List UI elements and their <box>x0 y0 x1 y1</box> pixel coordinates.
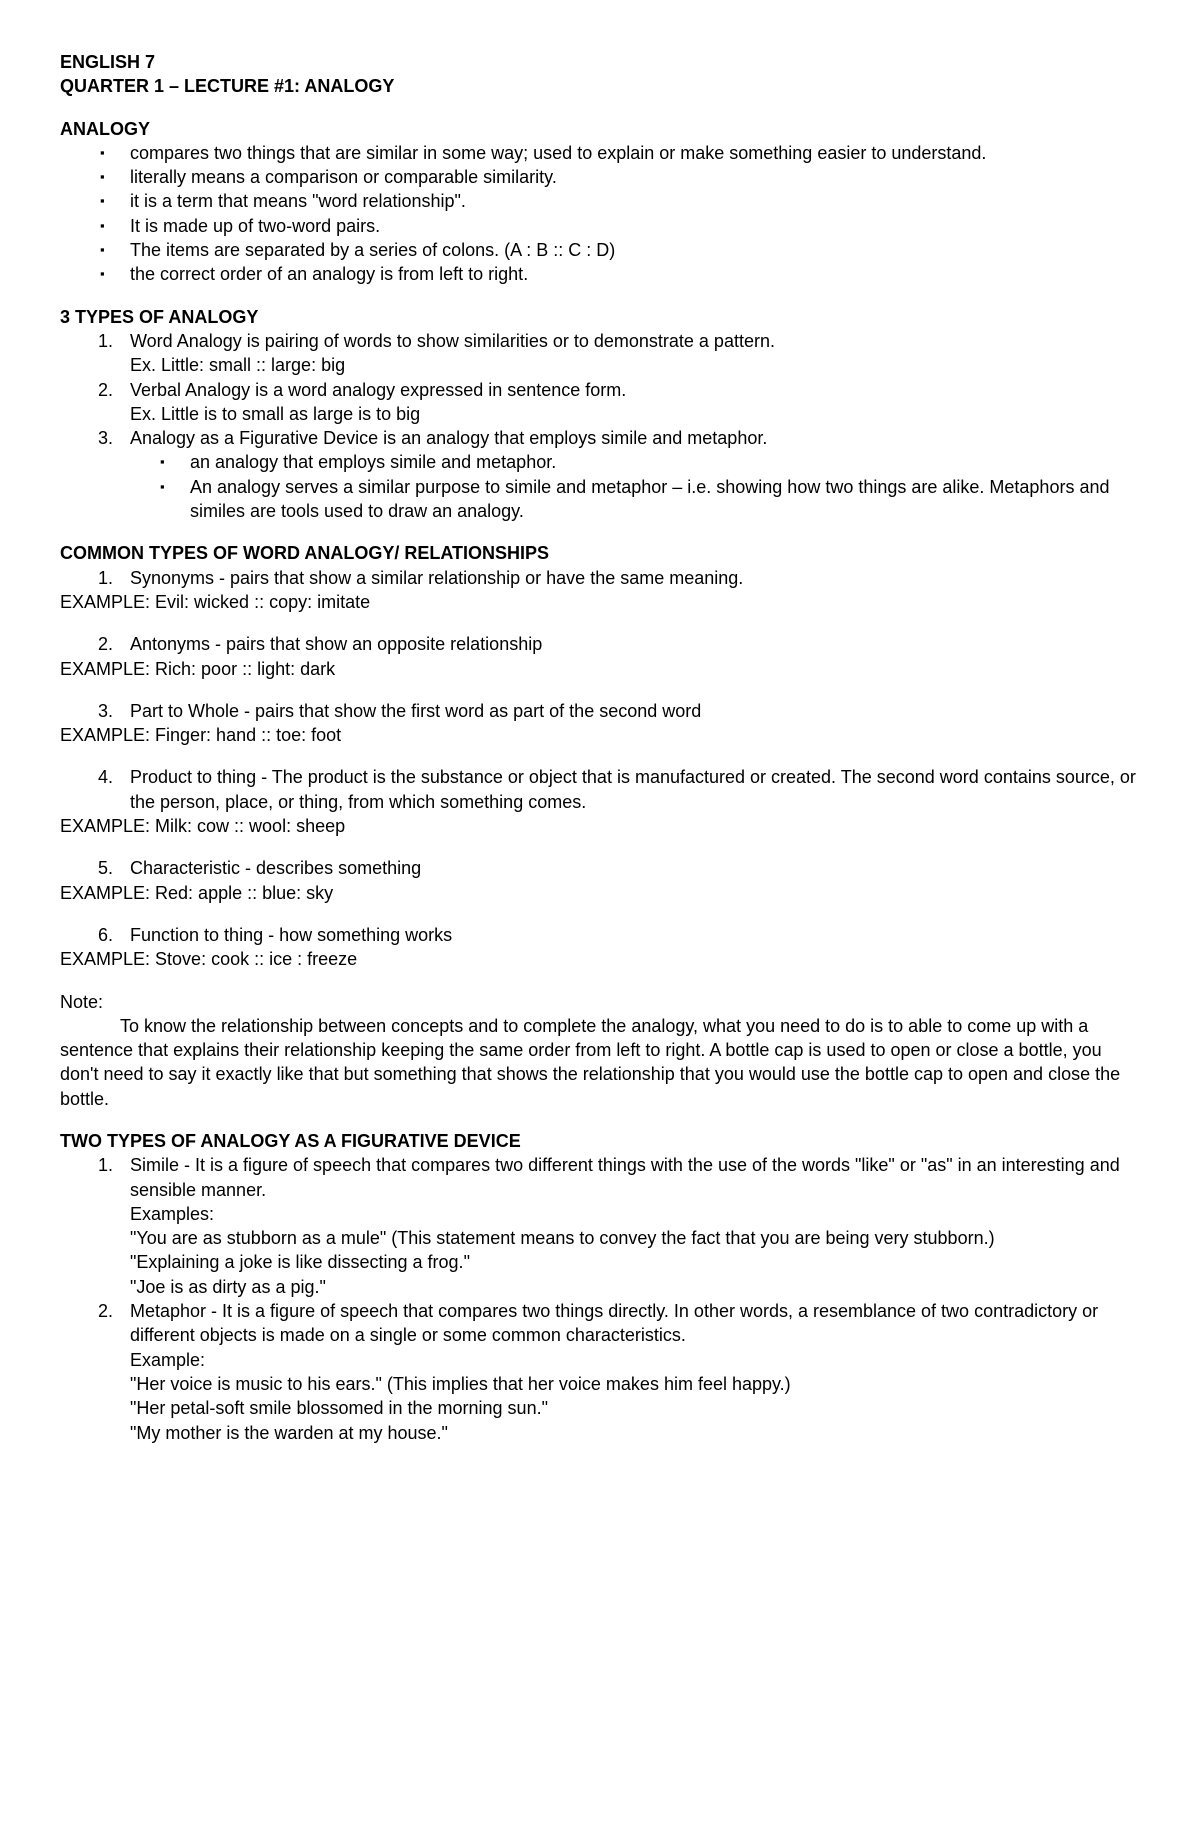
num-marker: 1. <box>98 566 113 590</box>
num-marker: 3. <box>98 699 113 723</box>
common-item: 2. Antonyms - pairs that show an opposit… <box>60 632 1140 656</box>
list-item: an analogy that employs simile and metap… <box>190 450 1140 474</box>
list-item: Simile - It is a figure of speech that c… <box>130 1153 1140 1299</box>
num-marker: 2. <box>98 632 113 656</box>
lecture-title: QUARTER 1 – LECTURE #1: ANALOGY <box>60 74 1140 98</box>
figurative-list: Simile - It is a figure of speech that c… <box>60 1153 1140 1445</box>
common-item: 6. Function to thing - how something wor… <box>60 923 1140 947</box>
example-line: EXAMPLE: Evil: wicked :: copy: imitate <box>60 590 1140 614</box>
item-text: Word Analogy is pairing of words to show… <box>130 331 775 351</box>
common-item: 5. Characteristic - describes something <box>60 856 1140 880</box>
item-text: Metaphor - It is a figure of speech that… <box>130 1301 1098 1345</box>
header: ENGLISH 7 QUARTER 1 – LECTURE #1: ANALOG… <box>60 50 1140 99</box>
list-item: Verbal Analogy is a word analogy express… <box>130 378 1140 427</box>
item-text: Product to thing - The product is the su… <box>130 767 1136 811</box>
example-line: EXAMPLE: Stove: cook :: ice : freeze <box>60 947 1140 971</box>
types3-list: Word Analogy is pairing of words to show… <box>60 329 1140 450</box>
num-marker: 6. <box>98 923 113 947</box>
example-line: EXAMPLE: Rich: poor :: light: dark <box>60 657 1140 681</box>
item-text: Analogy as a Figurative Device is an ana… <box>130 428 767 448</box>
example-line: "Explaining a joke is like dissecting a … <box>130 1250 1140 1274</box>
example-line: "Her petal-soft smile blossomed in the m… <box>130 1396 1140 1420</box>
note-block: Note: To know the relationship between c… <box>60 990 1140 1111</box>
example-line: EXAMPLE: Red: apple :: blue: sky <box>60 881 1140 905</box>
item-text: Simile - It is a figure of speech that c… <box>130 1155 1120 1199</box>
list-item: literally means a comparison or comparab… <box>130 165 1140 189</box>
num-marker: 5. <box>98 856 113 880</box>
item-text: Antonyms - pairs that show an opposite r… <box>130 634 542 654</box>
list-item: It is made up of two-word pairs. <box>130 214 1140 238</box>
types3-heading: 3 TYPES OF ANALOGY <box>60 305 1140 329</box>
item-text: Synonyms - pairs that show a similar rel… <box>130 568 743 588</box>
example-line: "You are as stubborn as a mule" (This st… <box>130 1226 1140 1250</box>
common-item: 3. Part to Whole - pairs that show the f… <box>60 699 1140 723</box>
list-item: The items are separated by a series of c… <box>130 238 1140 262</box>
analogy-bullet-list: compares two things that are similar in … <box>60 141 1140 287</box>
spacer <box>60 747 1140 765</box>
list-item: the correct order of an analogy is from … <box>130 262 1140 286</box>
list-item: compares two things that are similar in … <box>130 141 1140 165</box>
examples-label: Examples: <box>130 1202 1140 1226</box>
item-text: Verbal Analogy is a word analogy express… <box>130 380 626 400</box>
example-line: "My mother is the warden at my house." <box>130 1421 1140 1445</box>
list-item: An analogy serves a similar purpose to s… <box>190 475 1140 524</box>
figurative-heading: TWO TYPES OF ANALOGY AS A FIGURATIVE DEV… <box>60 1129 1140 1153</box>
spacer <box>60 614 1140 632</box>
item-text: Characteristic - describes something <box>130 858 421 878</box>
item-text: Function to thing - how something works <box>130 925 452 945</box>
spacer <box>60 838 1140 856</box>
spacer <box>60 681 1140 699</box>
types3-sublist: an analogy that employs simile and metap… <box>60 450 1140 523</box>
example-line: "Her voice is music to his ears." (This … <box>130 1372 1140 1396</box>
analogy-heading: ANALOGY <box>60 117 1140 141</box>
note-body: To know the relationship between concept… <box>60 1014 1140 1111</box>
spacer <box>60 905 1140 923</box>
common-heading: COMMON TYPES OF WORD ANALOGY/ RELATIONSH… <box>60 541 1140 565</box>
num-marker: 4. <box>98 765 113 789</box>
example-line: EXAMPLE: Finger: hand :: toe: foot <box>60 723 1140 747</box>
list-item: it is a term that means "word relationsh… <box>130 189 1140 213</box>
examples-label: Example: <box>130 1348 1140 1372</box>
list-item: Metaphor - It is a figure of speech that… <box>130 1299 1140 1445</box>
note-label: Note: <box>60 990 1140 1014</box>
list-item: Word Analogy is pairing of words to show… <box>130 329 1140 378</box>
list-item: Analogy as a Figurative Device is an ana… <box>130 426 1140 450</box>
item-example: Ex. Little is to small as large is to bi… <box>130 402 1140 426</box>
common-item: 1. Synonyms - pairs that show a similar … <box>60 566 1140 590</box>
course-title: ENGLISH 7 <box>60 50 1140 74</box>
example-line: "Joe is as dirty as a pig." <box>130 1275 1140 1299</box>
item-example: Ex. Little: small :: large: big <box>130 353 1140 377</box>
example-line: EXAMPLE: Milk: cow :: wool: sheep <box>60 814 1140 838</box>
common-item: 4. Product to thing - The product is the… <box>60 765 1140 814</box>
item-text: Part to Whole - pairs that show the firs… <box>130 701 701 721</box>
